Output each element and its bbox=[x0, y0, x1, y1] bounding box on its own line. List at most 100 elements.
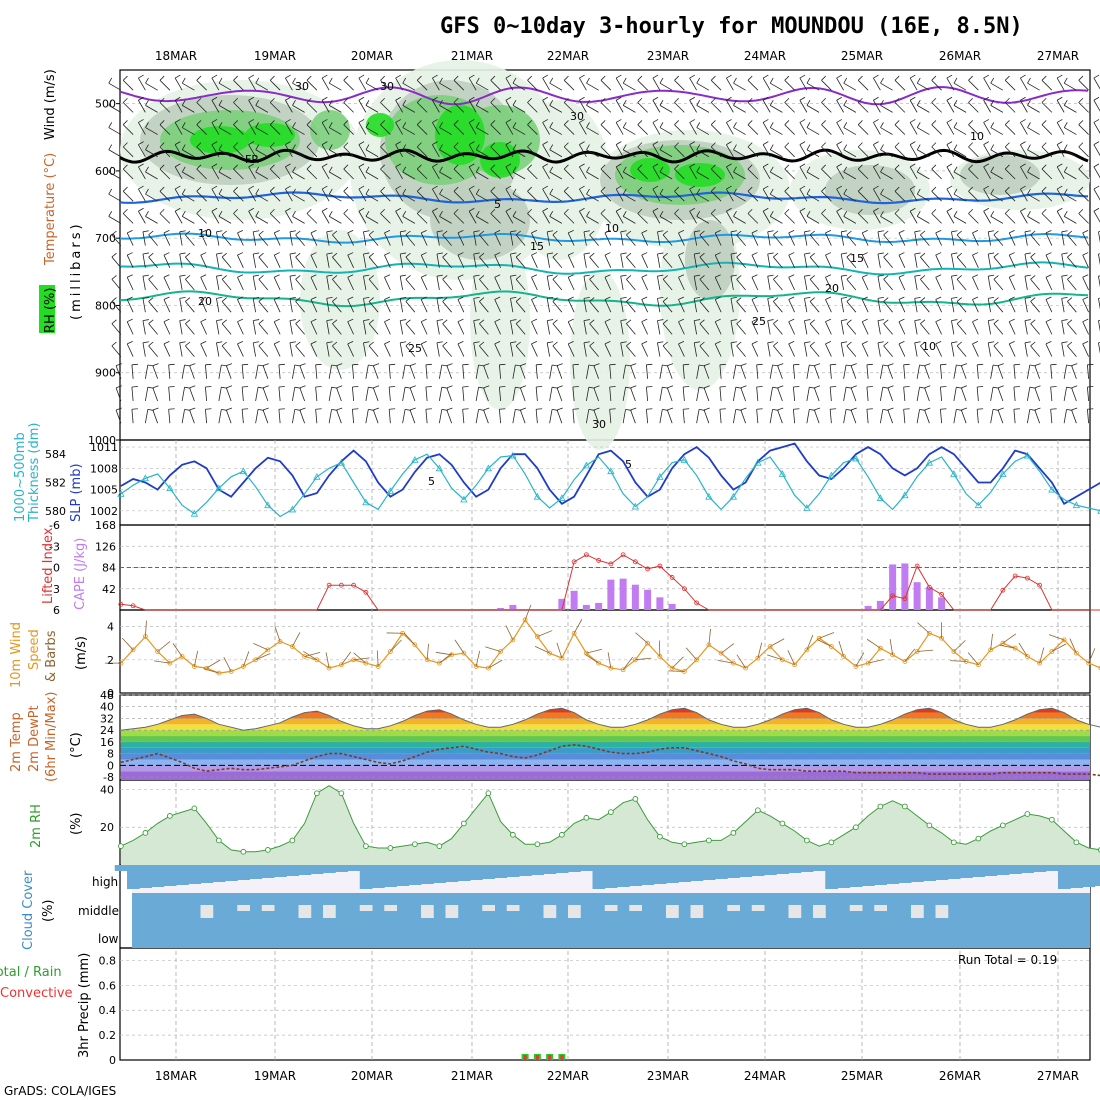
wind-barb-flag bbox=[200, 296, 207, 300]
wind-barb-flag bbox=[751, 274, 758, 278]
wind-barb-flag bbox=[285, 74, 291, 79]
wind-barb-flag bbox=[710, 186, 716, 192]
wind-barb-flag bbox=[747, 97, 753, 103]
wind-point bbox=[314, 657, 320, 663]
wind-barb-flag bbox=[710, 75, 716, 81]
wind-barb bbox=[659, 409, 663, 424]
wind-barb-flag bbox=[659, 188, 664, 195]
wind-barb bbox=[512, 105, 526, 113]
wind-barb bbox=[182, 127, 195, 135]
wind-barb bbox=[343, 146, 354, 158]
wind-barb bbox=[211, 188, 220, 202]
wind-barb bbox=[589, 279, 599, 291]
wind-barb-flag bbox=[527, 97, 533, 103]
precip-unit-label: 3hr Precip (mm) bbox=[77, 953, 92, 1058]
wind-barb-flag bbox=[1045, 252, 1052, 256]
wind-barb-flag bbox=[841, 230, 848, 233]
wind-barb bbox=[840, 320, 845, 335]
wind-barb bbox=[237, 232, 244, 246]
wind-point bbox=[926, 630, 932, 636]
wind-barb-flag bbox=[402, 99, 407, 106]
rh-contour-high bbox=[630, 158, 670, 182]
wind-barb-flag bbox=[898, 296, 905, 300]
wind-barb-flag bbox=[788, 252, 795, 256]
wind-barb-flag bbox=[221, 319, 227, 324]
wind-barb bbox=[490, 79, 501, 91]
wind-barb bbox=[510, 298, 514, 313]
wind-barb-flag bbox=[321, 141, 328, 146]
cloud-high-bar bbox=[923, 865, 936, 881]
cloud-high-bar bbox=[470, 865, 483, 880]
wind-barb-flag bbox=[395, 163, 402, 168]
wind-barb-flag bbox=[432, 163, 438, 168]
wind-barb bbox=[879, 387, 884, 402]
wind-barb-flag bbox=[1087, 408, 1094, 410]
wind-barb-flag bbox=[389, 363, 396, 366]
wind-barb bbox=[972, 299, 979, 313]
wind-barb-flag bbox=[646, 386, 653, 388]
wind-barb bbox=[475, 364, 479, 379]
wind-barb-flag bbox=[1063, 77, 1068, 84]
wind-barb bbox=[365, 409, 369, 424]
wind-barb-flag bbox=[405, 275, 411, 280]
wind-barb bbox=[585, 364, 590, 379]
temp-label-2: 2m DewPt bbox=[27, 705, 42, 772]
wind-barb bbox=[453, 146, 465, 158]
cape-bar bbox=[656, 597, 664, 610]
wind-barb-flag bbox=[310, 252, 317, 256]
wind-barb bbox=[626, 234, 636, 246]
wind-barb bbox=[1030, 256, 1040, 269]
wind-barb-flag bbox=[622, 188, 627, 195]
wind-barb bbox=[218, 171, 232, 180]
wind-barb bbox=[273, 277, 281, 291]
wind-barb bbox=[152, 387, 159, 402]
wind-barb-flag bbox=[315, 386, 322, 388]
wind-barb bbox=[476, 105, 489, 113]
wind-barb-flag bbox=[457, 274, 464, 278]
wind-barb bbox=[1008, 299, 1016, 313]
wind-barb-flag bbox=[1009, 252, 1015, 256]
wind-barb bbox=[1064, 105, 1077, 113]
wind-barb-flag bbox=[473, 341, 480, 344]
wind-barb-flag bbox=[719, 363, 726, 366]
wind-barb bbox=[409, 409, 416, 424]
wind-barb-flag bbox=[347, 340, 354, 345]
wind-barb-flag bbox=[108, 166, 113, 173]
cloud-high-bar bbox=[298, 865, 312, 875]
wind-barb bbox=[1024, 253, 1028, 268]
wind-barb-flag bbox=[968, 97, 974, 103]
wind-barb-flag bbox=[657, 319, 664, 321]
wind-barb-flag bbox=[968, 208, 974, 214]
wind-barb-flag bbox=[762, 74, 769, 79]
wind-barb-flag bbox=[657, 274, 664, 277]
cloud-high-bar bbox=[421, 865, 434, 884]
wind-barb bbox=[567, 321, 575, 335]
wind-barb-flag bbox=[549, 166, 554, 173]
run-total: Run Total = 0.19 bbox=[958, 953, 1057, 967]
wind-barb-flag bbox=[211, 141, 218, 146]
wind-barb bbox=[567, 277, 575, 291]
wind-barb bbox=[446, 387, 453, 402]
wind-barb bbox=[179, 276, 183, 291]
wind-barb bbox=[600, 213, 612, 224]
wind-barb bbox=[652, 144, 661, 157]
wind-barb bbox=[579, 211, 587, 224]
wind-barb bbox=[258, 256, 269, 269]
wind-barb-flag bbox=[916, 122, 921, 128]
wind-barb bbox=[442, 301, 452, 313]
wind-barb bbox=[241, 387, 244, 402]
wind-barb-flag bbox=[1041, 208, 1047, 214]
wind-barb bbox=[773, 279, 783, 291]
wind-barb bbox=[600, 102, 612, 113]
wind-barb bbox=[436, 231, 440, 246]
date-axis-top: 18MAR 19MAR 20MAR 21MAR 22MAR 23MAR 24MAR 25MAR… bbox=[155, 49, 1079, 63]
wind-barb bbox=[983, 211, 991, 224]
rh-point bbox=[118, 843, 124, 849]
rh-contour-mid bbox=[310, 110, 350, 150]
temp-tick-label: 40 bbox=[100, 701, 114, 714]
wind-barb-flag bbox=[292, 144, 296, 150]
wind-barb-flag bbox=[696, 210, 701, 217]
wind-barb-flag bbox=[1098, 231, 1100, 233]
wind-barb bbox=[542, 211, 550, 224]
wind-barb bbox=[857, 102, 869, 113]
